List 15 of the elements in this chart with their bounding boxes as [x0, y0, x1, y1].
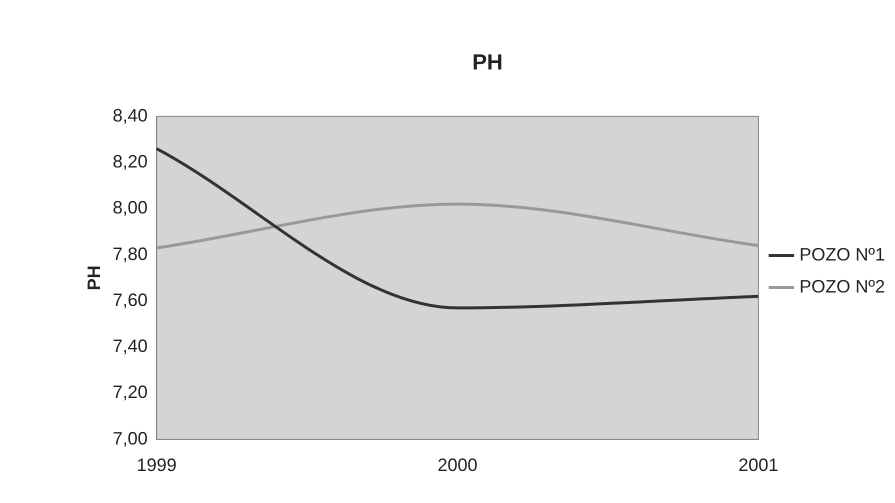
x-tick-label: 1999 — [136, 455, 177, 476]
y-tick-label: 7,20 — [112, 382, 148, 402]
legend-label: POZO Nº1 — [799, 244, 886, 264]
y-tick-label: 7,00 — [112, 428, 148, 448]
y-tick-label: 8,40 — [112, 105, 148, 126]
y-tick-label: 7,60 — [112, 290, 148, 310]
y-tick-label: 8,00 — [112, 198, 148, 218]
legend-label: POZO Nº2 — [799, 276, 886, 296]
y-tick-label: 8,20 — [112, 152, 148, 172]
y-axis-title: PH — [84, 265, 104, 290]
x-tick-label: 2001 — [738, 455, 778, 476]
y-tick-label: 7,80 — [112, 244, 148, 264]
x-tick-label: 2000 — [438, 455, 478, 476]
y-tick-label: 7,40 — [112, 336, 148, 356]
chart-title: PH — [472, 49, 503, 74]
